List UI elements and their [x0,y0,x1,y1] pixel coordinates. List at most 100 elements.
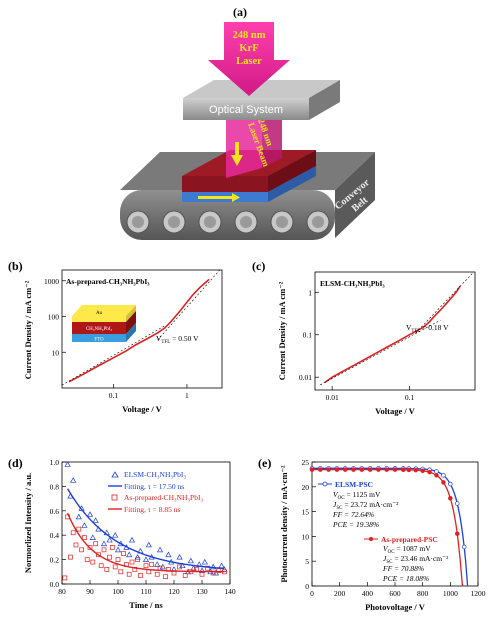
asp-point [448,495,453,501]
elsm-point [448,481,453,487]
elsm-point [92,517,99,523]
down-arrow-icon [231,155,243,166]
asp-point [135,557,140,562]
asp-point [342,467,348,472]
elsm-point [165,551,172,558]
asp-point [376,467,381,472]
y-tick-label: 20 [302,483,310,492]
asp-fit-curve [66,512,225,573]
panel-b-title: As-prepared-CH₃NH₃PbI₃ [66,277,150,286]
asp-pce: PCE = 18.08% [382,574,429,583]
panel-d-xlabel: Time / ns [129,600,163,610]
elsm-point [75,513,82,520]
asp-point [115,557,121,562]
elsm-point [86,511,94,517]
jv-curve [324,285,461,384]
tfl-fit-line [157,269,221,341]
jv-curve [68,278,210,383]
y-tick-label: 10 [52,348,60,357]
elsm-name: ELSM-PSC [335,480,373,489]
elsm-point [89,534,96,540]
y-tick-label: 100 [48,313,60,322]
elsm-jsc: JSC = 23.72 mA·cm⁻² [333,500,399,511]
panel-d: (d) 80 90 100 110 120 130 140 0.0 0.2 0.4 0.6 0.8 1.… [8,456,236,610]
elsm-point [154,561,161,567]
panel-a: (a) Conveyor Belt 248 nm Laser Beam [120,5,375,240]
asp-point [104,567,110,572]
inset-fto-label: FTO [94,338,104,343]
y-tick-label: 0.6 [50,507,60,516]
elsm-point [218,562,225,569]
elsm-point [81,522,88,528]
elsm-point [142,556,150,562]
laser-label-2: KrF [239,43,258,54]
asp-name: As-prepared-PSC [381,535,438,544]
elsm-point [134,553,141,560]
panel-e-xlabel: Photovoltage / V [365,602,426,612]
elsm-pce: PCE = 19.38% [332,520,379,529]
panel-c-ticks: 0.01 0.1 0.01 0.1 1 [299,288,415,402]
roller-hub-icon [204,216,216,228]
y-tick-label: 0.4 [50,531,60,540]
asp-point [367,467,373,472]
elsm-point [70,477,77,483]
elsm-point [461,544,467,550]
roller-hub-icon [132,216,144,228]
y-tick-label: 10 [302,532,310,541]
panel-e-ticks: 0 200 400 600 800 1000 1200 0 5 10 15 20 25 [302,458,486,598]
asp-ff: FF = 70.88% [382,564,424,573]
elsm-point [64,461,71,467]
asp-point [143,563,149,569]
panel-d-ticks: 80 90 100 110 120 130 140 0.0 0.2 0.4 0.6 0.8 1.0 [50,458,236,596]
asp-point [326,467,331,472]
x-tick-label: 1 [185,391,189,400]
panel-b-ticks: 0.1 1 10 100 1000 [44,277,189,400]
asp-point [121,551,126,556]
panel-c-title: ELSM-CH₃NH₃PbI₃ [320,279,385,288]
elsm-point [106,536,113,543]
panel-d-data [62,461,228,581]
asp-point [96,552,101,558]
asp-point [62,575,68,581]
x-tick-label: 1000 [443,589,458,598]
asp-point [401,467,406,473]
asp-point [199,571,205,577]
asp-point [163,574,168,580]
laser-label-1: 248 nm [233,30,266,41]
y-tick-label: 1 [308,288,312,297]
x-tick-label: 0 [310,589,314,598]
elsm-point [128,536,136,543]
elsm-point [210,563,217,570]
x-tick-label: 120 [168,587,180,596]
y-tick-label: 0 [305,582,309,591]
asp-point [318,467,323,472]
x-tick-label: 200 [334,589,346,598]
asp-point [384,467,389,472]
asp-point [87,545,93,550]
panel-b: (b) As-prepared-CH₃NH₃PbI₃ 0.1 1 10 100 1000… [8,259,223,414]
optical-system: Optical System [183,80,340,120]
asp-point [138,573,143,578]
asp-point [126,571,132,577]
elsm-point [455,501,460,506]
panel-e-data [309,466,469,587]
elsm-point [126,551,133,558]
asp-point [79,547,84,553]
asp-point [112,564,118,570]
y-tick-label: 0.01 [299,373,312,382]
panel-b-plot-frame [61,269,223,389]
asp-point [434,473,439,478]
y-tick-label: 0.1 [303,331,313,340]
asp-point [93,541,98,547]
asp-point [351,467,356,472]
legend-asp: As-prepared-CH₃NH₃PbI₃ [124,493,203,502]
tfl-fit-line [415,273,473,334]
elsm-point [145,541,152,548]
asp-point [392,467,398,472]
asp-point [107,554,112,560]
asp-point [68,554,73,560]
roller-hub-icon [168,216,180,228]
conveyor-rollers [126,210,330,234]
x-tick-label: 600 [389,589,401,598]
asp-point [441,480,446,485]
